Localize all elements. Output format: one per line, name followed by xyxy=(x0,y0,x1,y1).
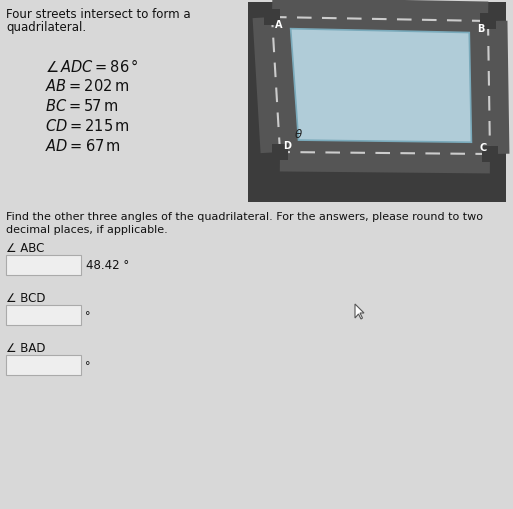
Polygon shape xyxy=(355,304,364,319)
Text: $\theta$: $\theta$ xyxy=(294,128,303,140)
FancyBboxPatch shape xyxy=(482,147,498,163)
Text: D: D xyxy=(283,140,291,151)
Text: Find the other three angles of the quadrilateral. For the answers, please round : Find the other three angles of the quadr… xyxy=(6,212,483,221)
FancyBboxPatch shape xyxy=(264,10,280,26)
Text: A: A xyxy=(275,20,283,30)
Text: $BC = 57\,\mathrm{m}$: $BC = 57\,\mathrm{m}$ xyxy=(45,98,118,114)
Polygon shape xyxy=(291,30,471,143)
Text: $\angle\,ADC = 86\,°$: $\angle\,ADC = 86\,°$ xyxy=(45,58,139,75)
FancyBboxPatch shape xyxy=(272,145,288,161)
Text: Four streets intersect to form a: Four streets intersect to form a xyxy=(6,8,191,21)
Text: $AD = 67\,\mathrm{m}$: $AD = 67\,\mathrm{m}$ xyxy=(45,138,121,154)
Text: 48.42 °: 48.42 ° xyxy=(86,259,129,272)
Text: ∠ ABC: ∠ ABC xyxy=(6,242,45,254)
FancyBboxPatch shape xyxy=(6,305,81,325)
FancyBboxPatch shape xyxy=(248,3,506,203)
FancyBboxPatch shape xyxy=(6,355,81,375)
Text: C: C xyxy=(480,143,487,153)
Text: quadrilateral.: quadrilateral. xyxy=(6,21,86,34)
Text: decimal places, if applicable.: decimal places, if applicable. xyxy=(6,224,168,235)
Text: $AB = 202\,\mathrm{m}$: $AB = 202\,\mathrm{m}$ xyxy=(45,78,129,94)
Text: ∠ BCD: ∠ BCD xyxy=(6,292,46,304)
Text: °: ° xyxy=(85,310,90,320)
Text: °: ° xyxy=(85,360,90,370)
Text: $CD = 215\,\mathrm{m}$: $CD = 215\,\mathrm{m}$ xyxy=(45,118,130,134)
Text: B: B xyxy=(478,24,485,34)
FancyBboxPatch shape xyxy=(6,256,81,275)
Text: ∠ BAD: ∠ BAD xyxy=(6,342,46,354)
FancyBboxPatch shape xyxy=(480,14,496,30)
